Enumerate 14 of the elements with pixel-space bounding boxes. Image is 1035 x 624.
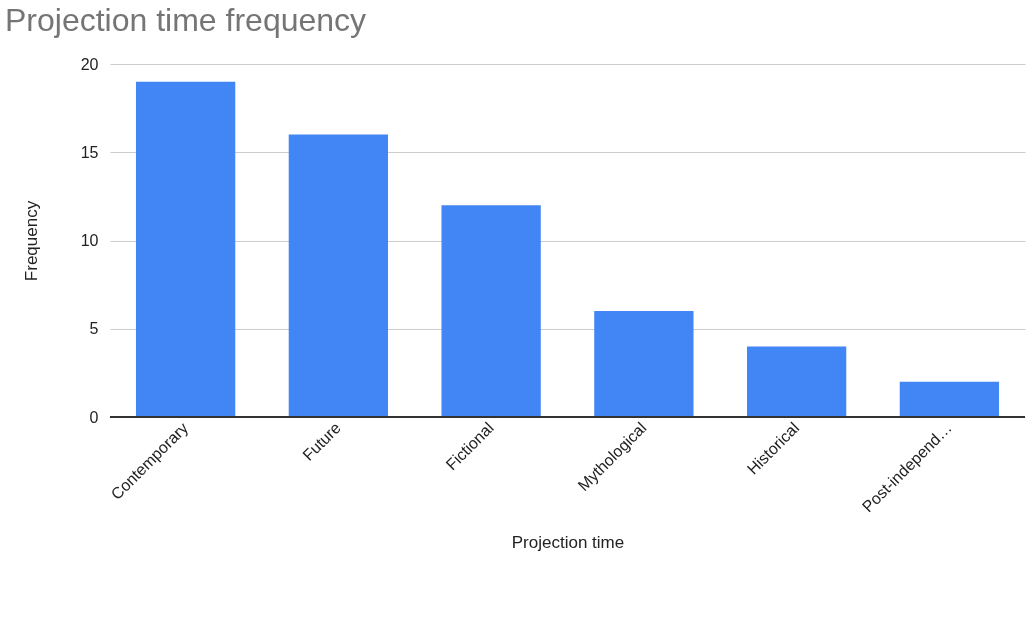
- y-axis-title: Frequency: [21, 200, 41, 282]
- bar: [441, 205, 541, 417]
- bar: [288, 134, 389, 417]
- x-axis-title: Projection time: [511, 533, 625, 553]
- bar: [899, 381, 1000, 417]
- bar: [746, 346, 847, 417]
- y-tick-label: 15: [80, 143, 99, 161]
- bar: [594, 311, 694, 417]
- y-tick-label: 10: [80, 232, 99, 249]
- y-tick-label: 20: [80, 55, 99, 73]
- y-tick-label: 0: [89, 408, 99, 426]
- y-tick-label: 5: [89, 320, 99, 338]
- chart-title: Projection time frequency: [5, 2, 367, 38]
- bar: [135, 81, 236, 417]
